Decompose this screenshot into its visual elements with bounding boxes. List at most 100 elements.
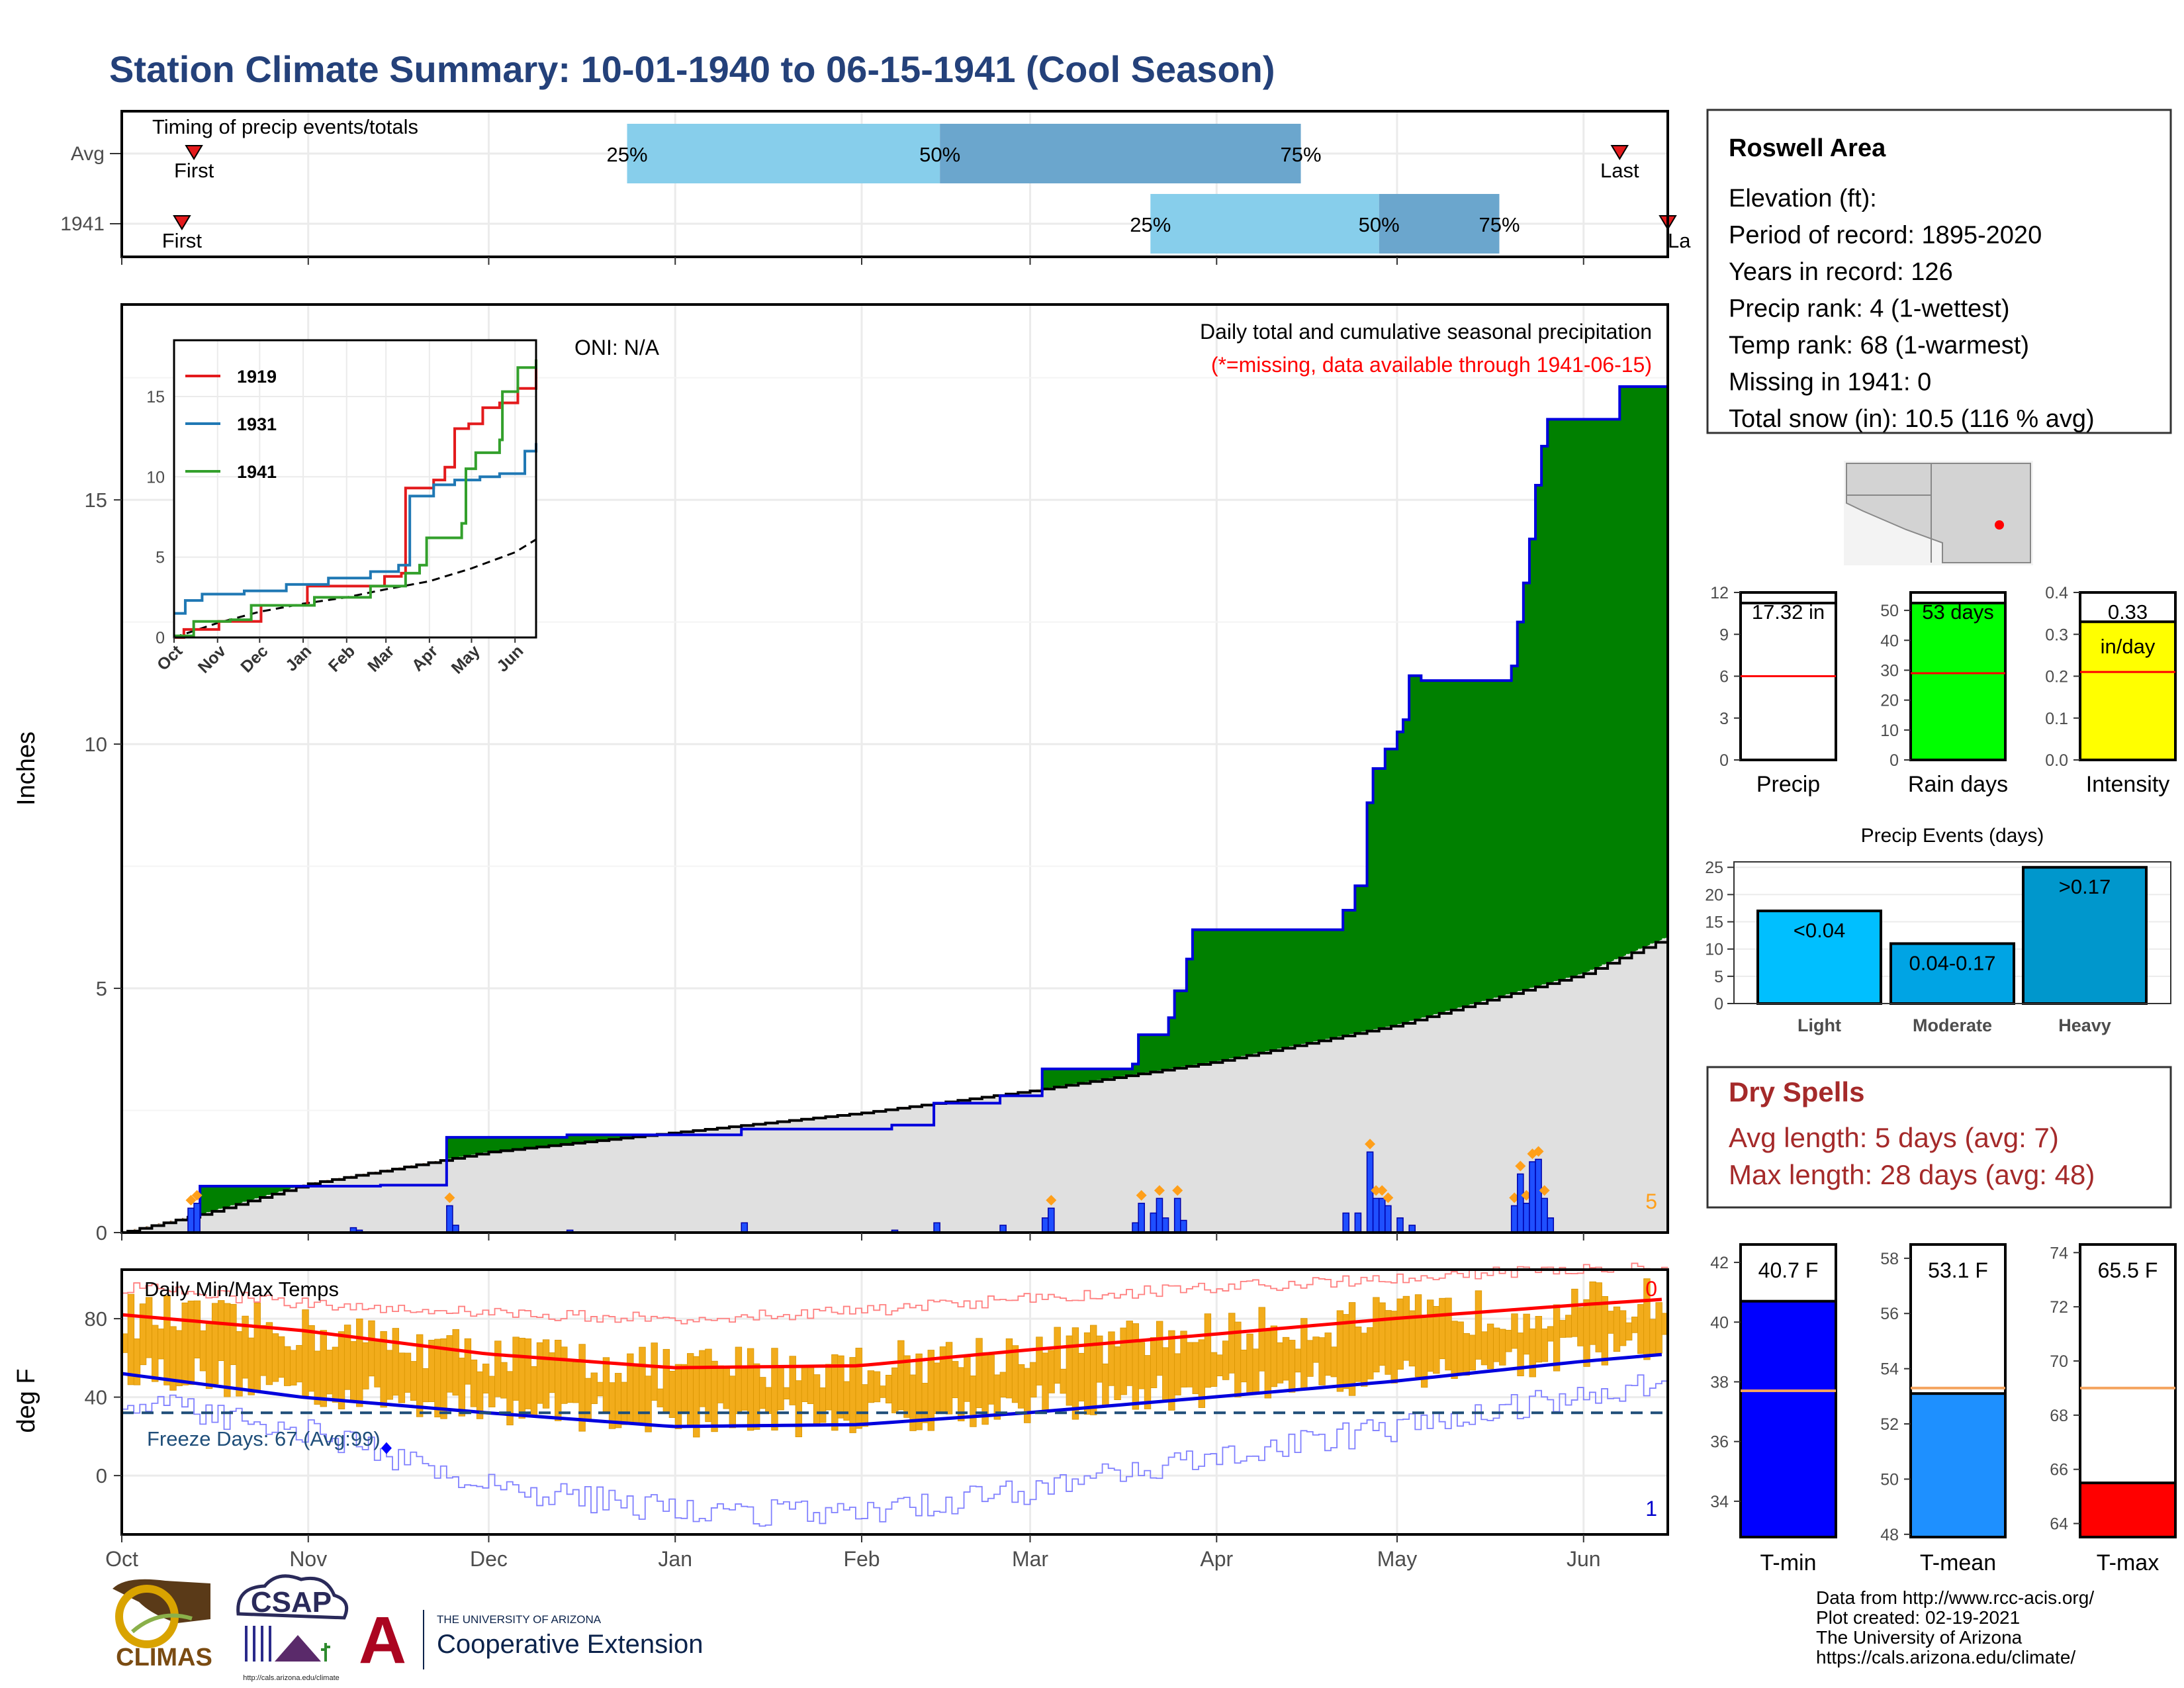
temp-value-label: 53.1 F [1928,1258,1988,1282]
wetter-area [1433,680,1440,1015]
wetter-area [1258,929,1265,1053]
wetter-area [1457,680,1464,1008]
summary-panel-name: Intensity [2086,772,2170,797]
temp-y-tick-label: 56 [1880,1305,1899,1323]
wetter-area [1390,749,1398,1026]
summary-value-bar-Precip [1739,602,1837,761]
precip-panel: 0 5 10 15 Inches Daily total and cumulative s… [13,303,1669,1244]
daily-temp-bar [404,1352,412,1393]
wetter-area [1205,929,1211,1063]
summary-bars: 17.32 in 0 3 6 9 12 Precip 53 days 0 10 20 30 40 50 Ra… [1710,584,2177,797]
wetter-area [452,1137,459,1158]
temp-y-tick-label: 66 [2050,1461,2068,1479]
daily-temp-bar [771,1348,778,1430]
daily-temp-bar [1054,1327,1061,1384]
temps-x-tick-label: Oct [105,1547,138,1571]
daily-temp-bar [1486,1323,1494,1370]
daily-temp-bar [181,1302,189,1385]
wetter-area [1409,675,1416,1021]
wetter-area [1289,929,1296,1047]
summary-y-tick-label: 6 [1719,668,1729,686]
daily-temp-bar [542,1339,550,1409]
daily-temp-bar [1427,1299,1434,1372]
daily-temp-bar [813,1374,821,1427]
daily-temp-bar [218,1300,225,1361]
summary-y-tick-label: 10 [1880,722,1899,740]
daily-temp-bar [1060,1368,1067,1394]
daily-temp-bar [1270,1325,1278,1387]
summary-value-label: 0.33 [2108,600,2148,624]
events-y-tick-label: 0 [1714,995,1723,1013]
temps-panel: 0 40 80 Oct Nov Dec Jan Feb Mar Apr May Jun deg F Dai… [13,1262,1669,1571]
wetter-area [518,1137,525,1149]
daily-temp-bar [1655,1302,1662,1354]
summary-y-tick-label: 0.1 [2045,710,2068,728]
wetter-area [1168,1017,1175,1069]
wetter-area [236,1186,243,1204]
inset-background [174,340,536,637]
daily-temp-bar [933,1362,941,1415]
ua-logo-big-text: Cooperative Extension [437,1630,703,1659]
daily-temp-bar [614,1373,622,1429]
daily-temp-bar [1264,1331,1271,1399]
daily-temp-bar [1120,1327,1127,1395]
daily-temp-bar [1553,1304,1561,1372]
wetter-area [621,1135,628,1138]
csap-logo-text: CSAP [251,1586,332,1618]
wetter-area [1637,386,1645,949]
daily-temp-bar [1090,1325,1097,1415]
wetter-area [1373,769,1380,1029]
csap-mountain-icon [275,1635,321,1662]
daily-precip-bar [193,1202,201,1233]
temp-y-tick-label: 70 [2050,1352,2068,1371]
daily-temp-bar [494,1340,502,1397]
timing-pct-label: 50% [919,143,960,166]
ua-logo-small-text: THE UNIVERSITY OF ARIZONA [437,1613,602,1626]
wetter-area [1186,959,1193,1066]
daily-temp-bar [970,1375,977,1427]
wetter-area [1396,731,1404,1025]
timing-last-label: La [1668,229,1691,252]
daily-temp-bar [1108,1331,1115,1386]
daily-temp-bar [1649,1319,1657,1356]
daily-temp-bar [1186,1342,1193,1387]
event-category-label: Heavy [2058,1015,2111,1035]
inset-frame [173,339,537,639]
daily-temp-bar [747,1348,754,1431]
daily-temp-bar [1071,1327,1079,1420]
daily-temp-bar [885,1374,893,1404]
footer: Data from http://www.rcc-acis.org/Plot c… [113,1574,2094,1682]
daily-precip-bar [1378,1197,1386,1233]
daily-temp-bar [271,1333,279,1382]
wetter-area [1379,769,1386,1029]
heavy-event-marker [1136,1190,1147,1201]
record-max-line [122,1262,1668,1325]
wetter-area [555,1137,562,1145]
dry-spells-frame [1706,1066,2172,1209]
location-map [1844,461,2033,565]
wetter-area [1324,929,1332,1039]
daily-temp-bar [855,1348,862,1429]
wetter-area [1192,929,1199,1065]
precip-y-tick-label: 15 [85,489,107,512]
daily-temp-bar [819,1387,827,1423]
wetter-area [459,1137,465,1157]
wetter-area [609,1135,615,1139]
daily-temp-bar [187,1300,195,1385]
wetter-area [506,1137,514,1150]
wetter-area [1114,1068,1121,1078]
precip-y-tick-label: 10 [85,733,107,756]
daily-precip-bar [1366,1151,1374,1233]
wetter-area [512,1137,520,1149]
daily-temp-bar [133,1338,141,1385]
wetter-area [1619,386,1626,957]
wetter-area [1481,680,1488,1002]
precip-frame [120,303,1669,1234]
wetter-area [1318,929,1326,1041]
summary-panel-name: Rain days [1908,772,2008,797]
wetter-area [260,1186,267,1197]
daily-temp-bar [1042,1352,1049,1411]
daily-precip-bar [1372,1197,1380,1233]
timing-title: Timing of precip events/totals [152,115,418,138]
